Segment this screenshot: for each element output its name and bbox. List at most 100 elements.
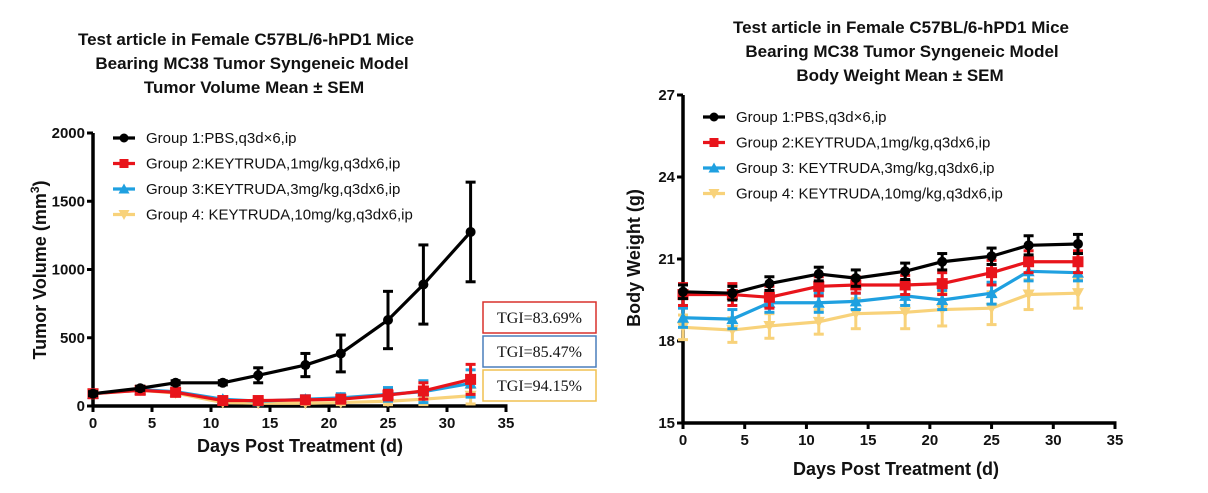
x-tick-label: 35: [1107, 432, 1124, 449]
x-tick-label: 15: [860, 432, 877, 449]
tgi-box: [482, 335, 597, 368]
legend-item-2: Group 2:KEYTRUDA,1mg/kg,q3dx6,ip: [113, 156, 400, 173]
legend-marker-icon: [709, 112, 719, 122]
data-point: [170, 377, 181, 388]
data-point: [985, 287, 998, 299]
data-point: [937, 256, 948, 267]
data-point: [763, 291, 775, 303]
legend-marker-icon: [708, 162, 720, 173]
legend-marker-icon: [709, 138, 719, 147]
data-point: [677, 289, 689, 301]
series-line-1: [92, 230, 472, 396]
tumor-volume-chart: Test article in Female C57BL/6-hPD1 Mice…: [28, 30, 597, 456]
series-group-2: [87, 362, 477, 407]
legend-marker-icon: [118, 210, 130, 220]
data-point: [900, 266, 911, 277]
data-point: [726, 313, 739, 325]
data-point: [1023, 256, 1035, 268]
legend-marker-icon: [118, 183, 130, 194]
series-line-2: [683, 260, 1078, 299]
series-group-4: [677, 276, 1084, 344]
data-point: [88, 388, 98, 399]
y-axis-label-sup: 3: [28, 186, 42, 193]
data-point: [1071, 288, 1084, 300]
data-point: [1072, 256, 1084, 268]
x-tick-label: 35: [498, 415, 515, 432]
x-tick-label: 10: [798, 432, 815, 449]
chart-title-line-1: Test article in Female C57BL/6-hPD1 Mice: [733, 18, 1069, 37]
tgi-annotation: TGI=94.15%: [482, 369, 597, 402]
data-point: [936, 304, 949, 316]
data-point: [813, 269, 824, 280]
legend-label: Group 2:KEYTRUDA,1mg/kg,q3dx6,ip: [736, 135, 990, 152]
legend-marker-icon: [119, 133, 129, 143]
data-point: [382, 389, 394, 401]
data-point: [813, 280, 825, 292]
data-point: [763, 296, 776, 308]
x-tick-label: 20: [922, 432, 939, 449]
series-line-2: [92, 377, 471, 403]
y-axis-label-close: ): [30, 180, 50, 186]
x-axis-label: Days Post Treatment (d): [793, 459, 999, 479]
data-point: [850, 273, 861, 284]
data-point: [936, 278, 948, 290]
legend-item-3: Group 3:KEYTRUDA,3mg/kg,q3dx6,ip: [113, 181, 400, 198]
legend-label: Group 4: KEYTRUDA,10mg/kg,q3dx6,ip: [146, 207, 413, 224]
data-point: [335, 348, 346, 359]
data-point: [764, 278, 775, 289]
data-point: [850, 279, 862, 291]
tgi-label: TGI=94.15%: [497, 378, 582, 395]
chart-title-line-3: Body Weight Mean ± SEM: [796, 66, 1003, 85]
x-tick-label: 20: [321, 415, 338, 432]
series-group-1: [678, 232, 1083, 302]
data-point: [418, 279, 429, 290]
legend-item-1: Group 1:PBS,q3d×6,ip: [113, 130, 297, 147]
data-point: [299, 394, 311, 406]
data-point: [1072, 238, 1083, 249]
data-point: [899, 279, 911, 291]
data-point: [678, 286, 688, 297]
chart-title-line-2: Bearing MC38 Tumor Syngeneic Model: [95, 54, 408, 73]
data-point: [465, 373, 477, 385]
x-axis-label: Days Post Treatment (d): [197, 436, 403, 456]
data-point: [849, 295, 862, 307]
series-group-2: [677, 249, 1084, 310]
data-point: [170, 386, 182, 398]
y-tick-label: 24: [658, 169, 675, 186]
y-axis-label: Body Weight (g): [624, 189, 644, 327]
data-point: [936, 294, 949, 305]
x-tick-label: 30: [439, 415, 456, 432]
data-point: [253, 370, 264, 381]
legend-item-4: Group 4: KEYTRUDA,10mg/kg,q3dx6,ip: [703, 186, 1003, 203]
tgi-label: TGI=85.47%: [497, 344, 582, 361]
x-tick-label: 30: [1045, 432, 1062, 449]
data-point: [899, 289, 912, 301]
data-point: [417, 385, 429, 397]
data-point: [726, 289, 738, 301]
legend-item-2: Group 2:KEYTRUDA,1mg/kg,q3dx6,ip: [703, 135, 990, 152]
series-line-3: [682, 269, 1079, 321]
data-point: [763, 320, 776, 332]
data-point: [812, 296, 825, 308]
data-point: [300, 360, 311, 371]
data-point: [985, 303, 998, 315]
legend-item-1: Group 1:PBS,q3d×6,ip: [703, 109, 887, 126]
data-point: [217, 395, 229, 407]
data-point: [1022, 265, 1035, 277]
data-point: [986, 251, 997, 262]
series-group-1: [88, 180, 476, 399]
legend-label: Group 2:KEYTRUDA,1mg/kg,q3dx6,ip: [146, 156, 400, 173]
x-tick-label: 25: [983, 432, 1000, 449]
data-point: [727, 288, 738, 299]
y-tick-label: 1500: [52, 193, 85, 210]
series-line-4: [682, 291, 1079, 332]
x-tick-label: 0: [679, 432, 687, 449]
y-axis-label: Tumor Volume (mm3): [28, 180, 50, 359]
legend-label: Group 4: KEYTRUDA,10mg/kg,q3dx6,ip: [736, 186, 1003, 203]
y-tick-label: 15: [658, 415, 675, 432]
data-point: [849, 308, 862, 320]
data-point: [812, 316, 825, 328]
y-tick-label: 500: [60, 330, 85, 347]
legend-label: Group 1:PBS,q3d×6,ip: [736, 109, 887, 126]
tgi-box: [482, 301, 597, 334]
